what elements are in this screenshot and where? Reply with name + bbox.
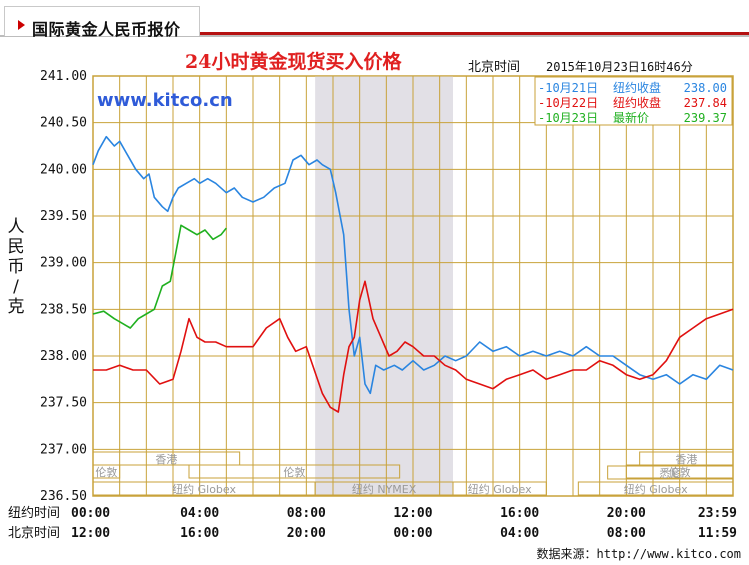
legend-box bbox=[534, 76, 733, 126]
x-tick-label: 23:59 bbox=[698, 506, 737, 521]
x-tick-label: 16:00 bbox=[180, 526, 219, 541]
x-tick-label: 16:00 bbox=[500, 506, 539, 521]
series-line-2 bbox=[93, 280, 734, 413]
chart-title: 24小时黄金现货买入价格 bbox=[185, 50, 402, 73]
legend-value: 239.37 bbox=[684, 111, 727, 125]
session-bar bbox=[92, 451, 241, 466]
legend-date: -10月21日 bbox=[538, 81, 598, 95]
x-tick-label: 08:00 bbox=[607, 526, 646, 541]
session-label: 纽约 Globex bbox=[172, 482, 236, 496]
y-tick-label: 241.00 bbox=[40, 69, 87, 84]
y-tick-label: 236.50 bbox=[40, 489, 87, 504]
legend-label: 纽约收盘 bbox=[613, 80, 661, 95]
nymex-shaded-region bbox=[315, 76, 453, 496]
y-tick-label: 238.50 bbox=[40, 302, 87, 317]
chart-subtitle-label: 北京时间 bbox=[468, 60, 520, 75]
x-tick-label: 11:59 bbox=[698, 526, 737, 541]
series-line-3 bbox=[92, 224, 227, 329]
session-label: 纽约 Globex bbox=[468, 482, 532, 496]
legend-date: -10月23日 bbox=[538, 111, 598, 125]
session-bar bbox=[188, 464, 401, 479]
legend-value: 238.00 bbox=[684, 81, 727, 95]
series-line-1 bbox=[92, 135, 734, 395]
header-tab[interactable]: 国际黄金人民币报价 bbox=[4, 6, 200, 39]
y-axis-label-char: 克 bbox=[8, 297, 25, 317]
session-label: 悉尼 bbox=[659, 467, 681, 480]
y-tick-label: 239.50 bbox=[40, 209, 87, 224]
x-tick-label: 12:00 bbox=[71, 526, 110, 541]
y-axis-label-char: / bbox=[13, 277, 19, 297]
y-axis-label-char: 人 bbox=[8, 217, 25, 237]
session-bar bbox=[92, 464, 121, 479]
y-axis-label-char: 民 bbox=[8, 237, 25, 257]
x-tick-label: 08:00 bbox=[287, 506, 326, 521]
header-accent-line bbox=[200, 32, 749, 35]
session-label: 香港 bbox=[155, 453, 177, 466]
x-tick-label: 20:00 bbox=[607, 506, 646, 521]
y-tick-label: 239.00 bbox=[40, 256, 87, 271]
legend-label: 最新价 bbox=[613, 110, 649, 125]
y-tick-label: 237.50 bbox=[40, 396, 87, 411]
y-tick-label: 237.00 bbox=[40, 442, 87, 457]
session-label: 香港 bbox=[675, 453, 697, 466]
session-label: 纽约 NYMEX bbox=[352, 482, 417, 496]
legend-date: -10月22日 bbox=[538, 96, 598, 110]
session-label: 伦敦 bbox=[669, 465, 691, 479]
session-label: 纽约 Globex bbox=[624, 482, 688, 496]
header-tab-title: 国际黄金人民币报价 bbox=[32, 20, 181, 39]
session-label: 伦敦 bbox=[283, 465, 305, 479]
x-row-label: 纽约时间 bbox=[8, 506, 60, 521]
x-row-label: 北京时间 bbox=[8, 526, 60, 541]
x-tick-label: 04:00 bbox=[500, 526, 539, 541]
chart-subtitle-date: 2015年10月23日16时46分 bbox=[546, 60, 693, 74]
caret-right-icon bbox=[18, 20, 25, 30]
y-axis-label-char: 币 bbox=[8, 257, 25, 277]
header: 国际黄金人民币报价 bbox=[0, 0, 749, 39]
x-tick-label: 12:00 bbox=[393, 506, 432, 521]
x-tick-label: 00:00 bbox=[393, 526, 432, 541]
x-tick-label: 04:00 bbox=[180, 506, 219, 521]
session-bar bbox=[577, 481, 734, 496]
legend-value: 237.84 bbox=[684, 96, 727, 110]
data-source-credit: 数据来源：http://www.kitco.com bbox=[536, 547, 742, 561]
header-underline bbox=[0, 35, 749, 37]
session-bar bbox=[452, 481, 547, 496]
x-tick-label: 20:00 bbox=[287, 526, 326, 541]
x-tick-label: 00:00 bbox=[71, 506, 110, 521]
y-tick-label: 240.00 bbox=[40, 162, 87, 177]
session-bar bbox=[607, 465, 734, 480]
y-tick-label: 238.00 bbox=[40, 349, 87, 364]
gold-price-chart: 241.00 240.50 240.00 239.50 239.00 238.50 238.… bbox=[8, 50, 738, 541]
watermark: www.kitco.cn bbox=[97, 90, 233, 111]
y-tick-label: 240.50 bbox=[40, 116, 87, 131]
session-label: 伦敦 bbox=[95, 465, 117, 479]
legend-label: 纽约收盘 bbox=[613, 95, 661, 110]
